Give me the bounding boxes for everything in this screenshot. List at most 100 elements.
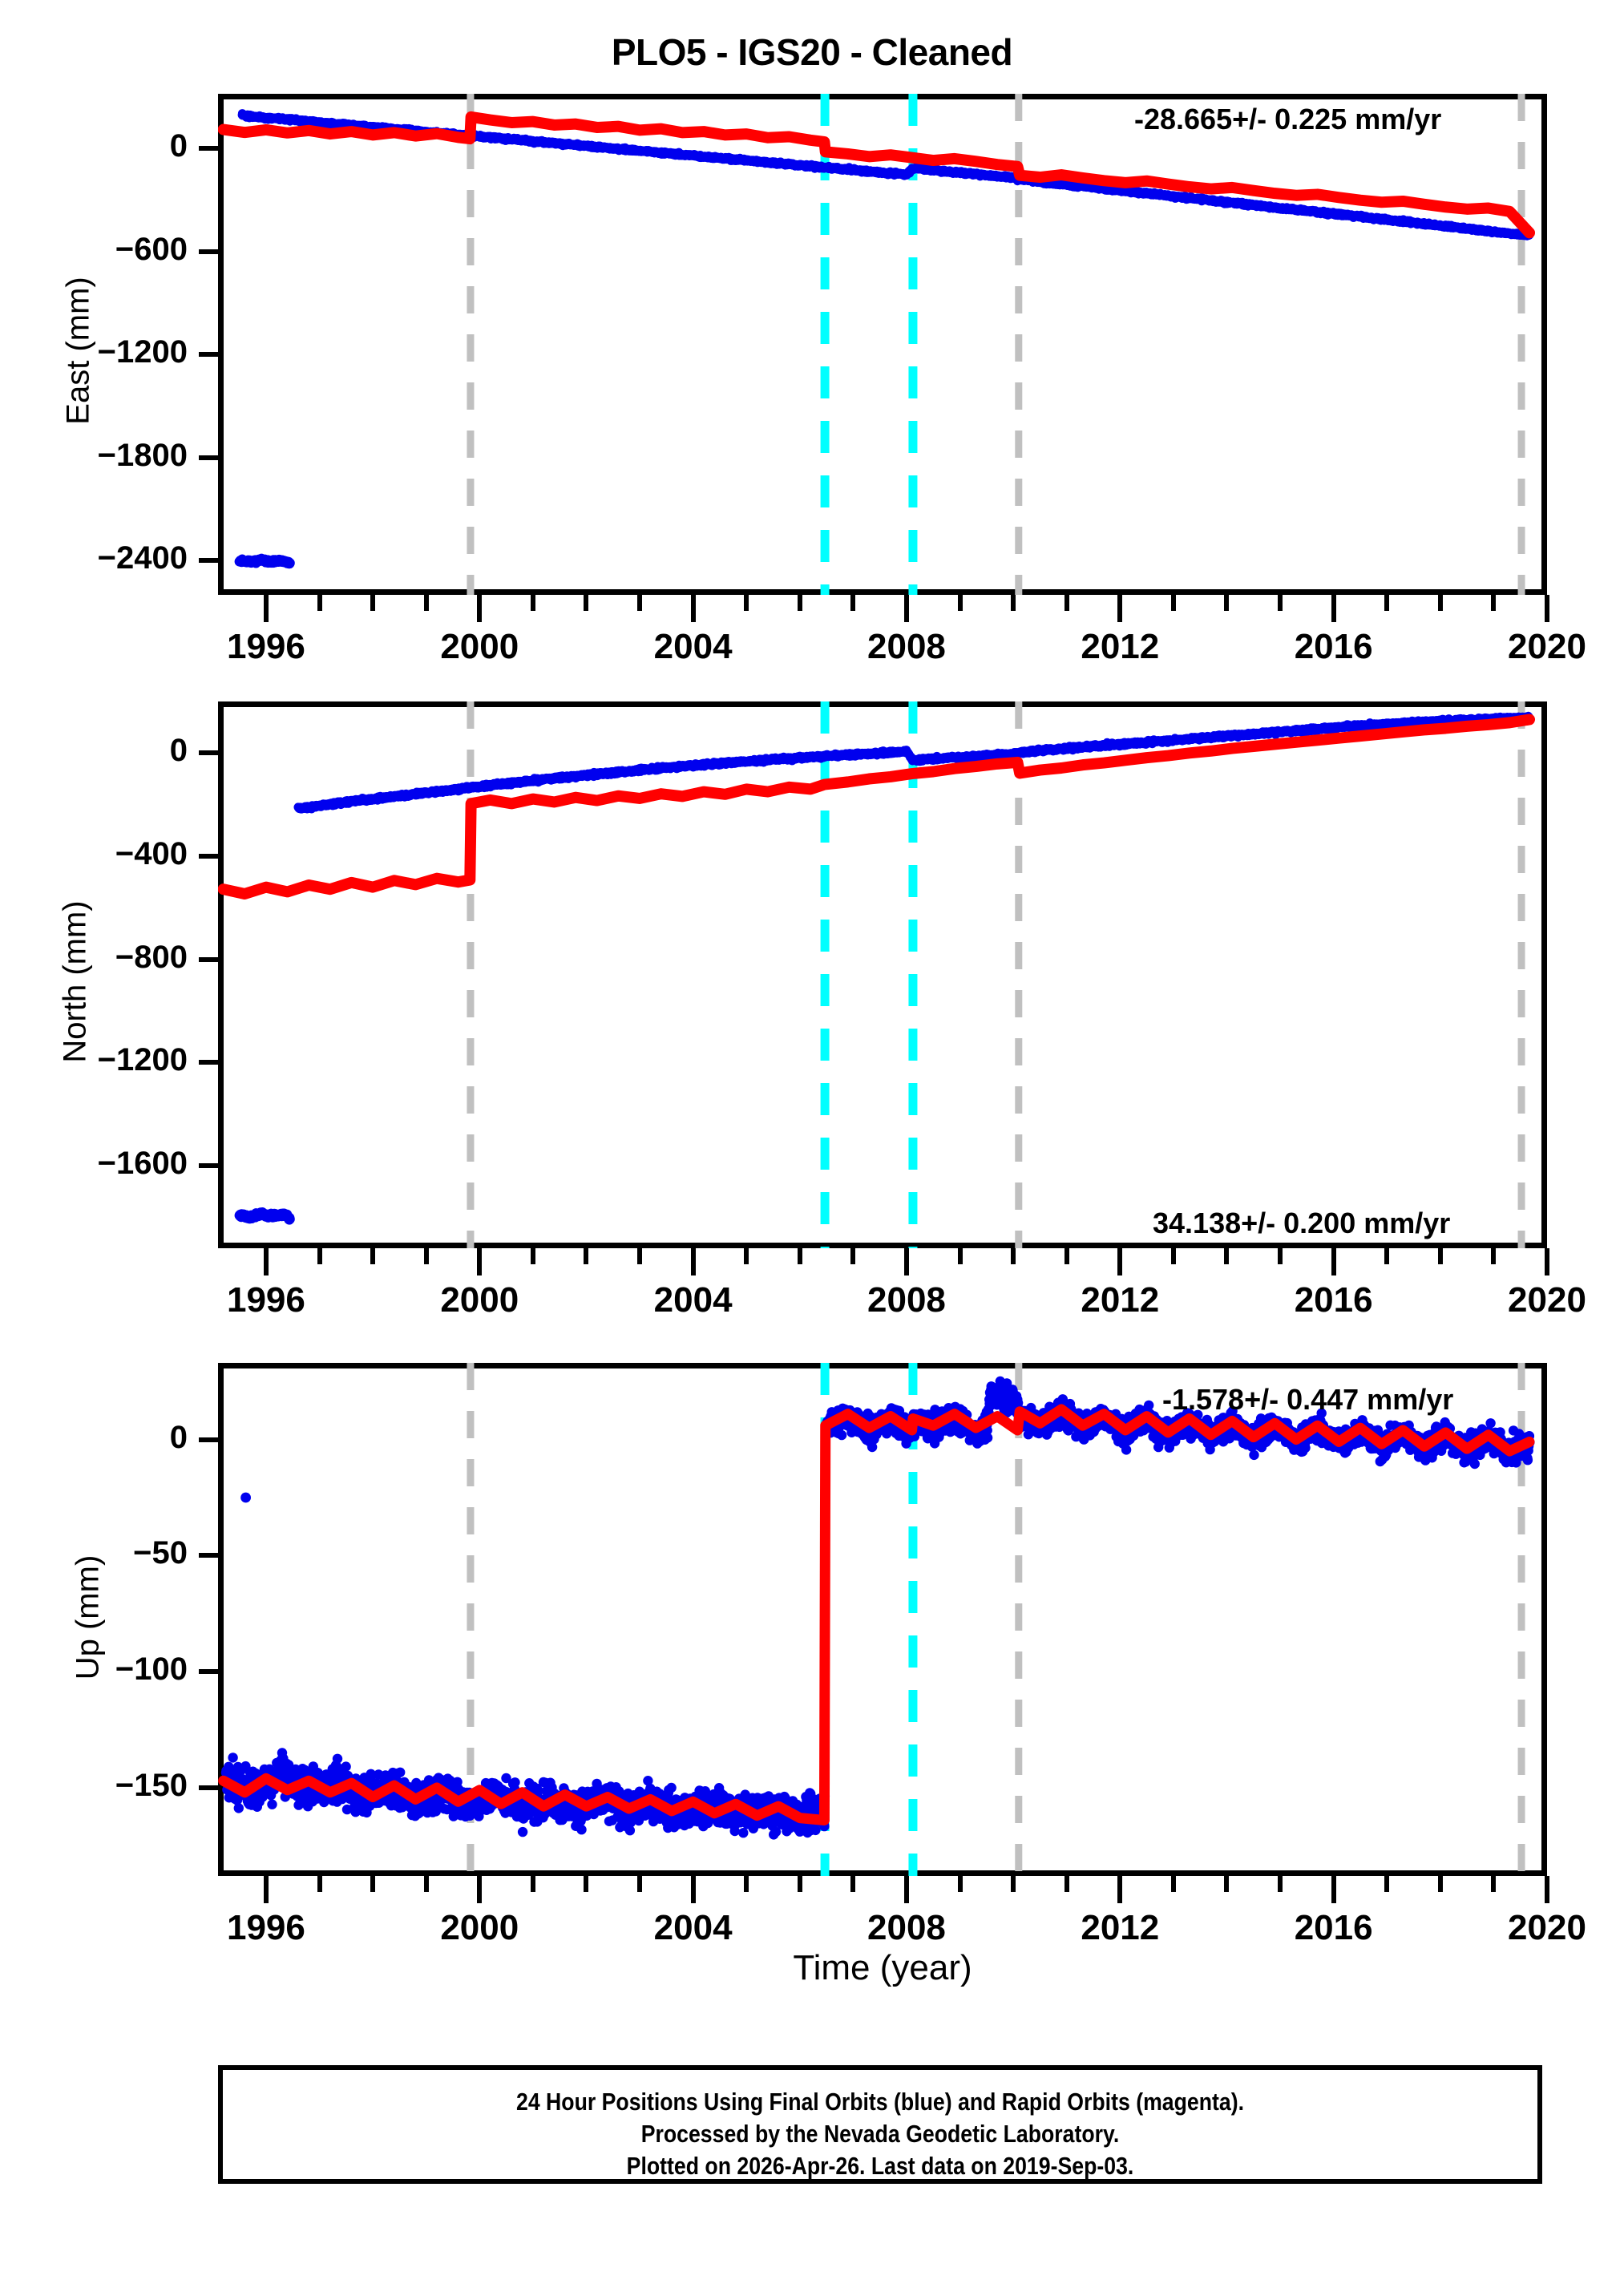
- xtick-mark-east-1999: [423, 595, 429, 611]
- xtick-mark-up-1999: [423, 1876, 429, 1892]
- xtick-label-north-2: 2004: [653, 1280, 733, 1320]
- xtick-mark-up-1996: [263, 1876, 269, 1903]
- xtick-mark-east-2019: [1491, 595, 1497, 611]
- ytick-label-north-3: −1200: [97, 1042, 188, 1078]
- xtick-mark-east-2008: [903, 595, 909, 622]
- xtick-mark-north-2004: [690, 1248, 696, 1275]
- xtick-label-north-4: 2012: [1081, 1280, 1160, 1320]
- xtick-mark-north-2000: [477, 1248, 483, 1275]
- ytick-label-up-0: 0: [169, 1419, 188, 1455]
- xtick-mark-up-2000: [477, 1876, 483, 1903]
- xtick-label-north-1: 2000: [440, 1280, 519, 1320]
- xtick-label-east-0: 1996: [226, 627, 305, 666]
- ytick-label-east-3: −1800: [97, 437, 188, 473]
- xtick-mark-north-1999: [423, 1248, 429, 1264]
- panel-east: [218, 94, 1547, 595]
- xtick-mark-east-2002: [584, 595, 589, 611]
- xtick-mark-north-2009: [957, 1248, 963, 1264]
- xtick-label-up-3: 2008: [867, 1908, 946, 1947]
- ytick-mark-east-1: [199, 249, 218, 254]
- panel-north: [218, 701, 1547, 1248]
- xtick-mark-north-2019: [1491, 1248, 1497, 1264]
- xtick-mark-up-2003: [637, 1876, 643, 1892]
- xtick-mark-east-2013: [1170, 595, 1176, 611]
- xtick-mark-north-2001: [530, 1248, 535, 1264]
- ytick-label-north-1: −400: [115, 836, 188, 872]
- ytick-label-east-2: −1200: [97, 334, 188, 370]
- xtick-mark-up-2010: [1011, 1876, 1016, 1892]
- xtick-mark-east-2012: [1117, 595, 1123, 622]
- ytick-label-east-1: −600: [115, 231, 188, 267]
- ytick-label-east-0: 0: [169, 128, 188, 164]
- ytick-mark-north-1: [199, 854, 218, 859]
- xtick-mark-up-2020: [1545, 1876, 1549, 1903]
- xtick-label-up-0: 1996: [226, 1908, 305, 1947]
- xtick-mark-north-2006: [797, 1248, 802, 1264]
- xtick-label-up-2: 2004: [653, 1908, 733, 1947]
- ytick-mark-up-1: [199, 1553, 218, 1558]
- xtick-label-east-2: 2004: [653, 627, 733, 666]
- xtick-mark-north-1998: [370, 1248, 376, 1264]
- xtick-mark-up-2019: [1491, 1876, 1497, 1892]
- xtick-mark-up-1997: [317, 1876, 322, 1892]
- xtick-mark-up-2008: [903, 1876, 909, 1903]
- xtick-mark-east-2016: [1331, 595, 1336, 622]
- xtick-mark-north-2017: [1384, 1248, 1390, 1264]
- panel-up: [218, 1363, 1547, 1876]
- xtick-mark-north-1996: [263, 1248, 269, 1275]
- xtick-mark-up-2017: [1384, 1876, 1390, 1892]
- xtick-mark-north-2010: [1011, 1248, 1016, 1264]
- xtick-mark-east-2009: [957, 595, 963, 611]
- xtick-mark-east-2004: [690, 595, 696, 622]
- ytick-mark-east-4: [199, 558, 218, 564]
- xtick-mark-north-1997: [317, 1248, 322, 1264]
- xtick-mark-up-2001: [530, 1876, 535, 1892]
- xtick-mark-north-2007: [850, 1248, 856, 1264]
- ytick-mark-north-3: [199, 1060, 218, 1065]
- xtick-mark-up-2011: [1064, 1876, 1069, 1892]
- ytick-mark-up-2: [199, 1669, 218, 1675]
- xtick-mark-east-1996: [263, 595, 269, 622]
- xtick-label-east-1: 2000: [440, 627, 519, 666]
- ytick-mark-up-0: [199, 1437, 218, 1442]
- ytick-label-up-2: −100: [115, 1651, 188, 1688]
- ytick-label-east-4: −2400: [97, 540, 188, 576]
- xtick-mark-up-2018: [1437, 1876, 1443, 1892]
- panel-east-rate-label: -28.665+/- 0.225 mm/yr: [1134, 103, 1442, 135]
- xtick-mark-north-2018: [1437, 1248, 1443, 1264]
- ytick-label-north-2: −800: [115, 939, 188, 975]
- panel-up-ylabel: Up (mm): [70, 1554, 106, 1680]
- xtick-label-up-6: 2020: [1508, 1908, 1586, 1947]
- xtick-label-north-3: 2008: [867, 1280, 946, 1320]
- caption-line-2: Processed by the Nevada Geodetic Laborat…: [640, 2120, 1120, 2148]
- ytick-label-north-0: 0: [169, 733, 188, 769]
- ytick-label-up-3: −150: [115, 1767, 188, 1803]
- xtick-mark-up-2007: [850, 1876, 856, 1892]
- panel-up-rate-label: -1.578+/- 0.447 mm/yr: [1162, 1383, 1454, 1416]
- ytick-mark-east-0: [199, 146, 218, 152]
- xtick-mark-east-2001: [530, 595, 535, 611]
- xtick-label-east-3: 2008: [867, 627, 946, 666]
- caption-line-3: Plotted on 2026-Apr-26. Last data on 201…: [626, 2152, 1134, 2180]
- ytick-label-up-1: −50: [133, 1535, 188, 1571]
- panel-east-plot: [218, 94, 1536, 595]
- xtick-mark-north-2013: [1170, 1248, 1176, 1264]
- xtick-mark-up-2005: [744, 1876, 749, 1892]
- xtick-mark-north-2015: [1278, 1248, 1283, 1264]
- xtick-mark-north-2005: [744, 1248, 749, 1264]
- xtick-mark-up-2015: [1278, 1876, 1283, 1892]
- xtick-mark-east-2005: [744, 595, 749, 611]
- ytick-mark-up-3: [199, 1785, 218, 1790]
- xtick-label-up-1: 2000: [440, 1908, 519, 1947]
- xtick-mark-up-1998: [370, 1876, 376, 1892]
- caption-line-1: 24 Hour Positions Using Final Orbits (bl…: [515, 2088, 1244, 2116]
- ytick-label-north-4: −1600: [97, 1146, 188, 1182]
- xtick-mark-up-2013: [1170, 1876, 1176, 1892]
- ytick-mark-east-3: [199, 455, 218, 460]
- page-title: PLO5 - IGS20 - Cleaned: [611, 31, 1013, 73]
- caption-box: 24 Hour Positions Using Final Orbits (bl…: [218, 2065, 1542, 2184]
- xtick-label-up-5: 2016: [1294, 1908, 1373, 1947]
- xtick-mark-east-1998: [370, 595, 376, 611]
- xtick-mark-up-2006: [797, 1876, 802, 1892]
